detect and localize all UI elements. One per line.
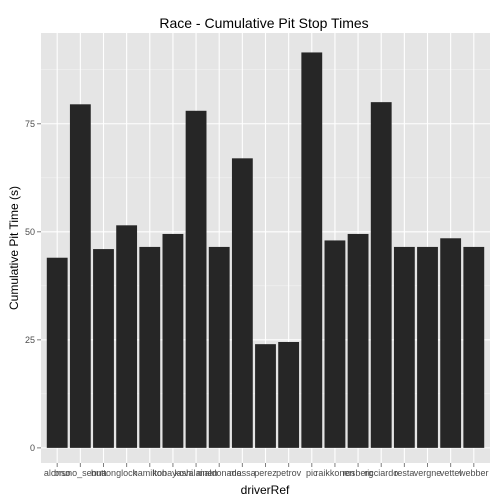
bar (116, 225, 138, 448)
x-tick-label: ricciardo (364, 468, 398, 478)
bar (208, 246, 230, 448)
x-tick-label: alonso (44, 468, 71, 478)
x-tick-label: perez (254, 468, 277, 478)
x-tick-label: button (91, 468, 116, 478)
bar (46, 257, 68, 448)
bar (185, 110, 207, 448)
bar (301, 52, 323, 448)
x-tick-label: bruno_senna (54, 468, 107, 478)
x-tick-label: kobayashi (153, 468, 194, 478)
bar (324, 240, 346, 448)
x-tick-label: glock (116, 468, 138, 478)
x-tick-label: webber (458, 468, 489, 478)
bar (347, 233, 369, 448)
y-axis: 0 25 50 75 (25, 119, 41, 453)
chart-title: Race - Cumulative Pit Stop Times (159, 15, 368, 31)
bar (417, 246, 438, 448)
x-tick-label: kovalainen (175, 468, 218, 478)
x-tick-label: hamilton (133, 468, 167, 478)
y-tick-label: 75 (25, 119, 35, 129)
y-tick-label: 25 (25, 335, 35, 345)
x-tick-label: resta (394, 468, 414, 478)
bar (440, 238, 462, 448)
bar (463, 246, 485, 448)
x-tick-label: raikkonen (315, 468, 354, 478)
x-tick-label: petrov (276, 468, 302, 478)
x-tick-label: maldonado (197, 468, 242, 478)
bar (69, 104, 91, 448)
bar (93, 249, 114, 448)
bar (370, 102, 392, 448)
y-tick-label: 0 (30, 443, 35, 453)
bar (139, 246, 161, 448)
x-tick-label: pic (306, 468, 318, 478)
bar (278, 341, 300, 448)
x-tick-label: rosberg (343, 468, 374, 478)
bar (393, 246, 415, 448)
x-tick-label: massa (229, 468, 256, 478)
x-tick-label: vettel (440, 468, 462, 478)
y-axis-title: Cumulative Pit Time (s) (7, 186, 21, 310)
x-tick-label: vergne (414, 468, 442, 478)
y-tick-label: 50 (25, 227, 35, 237)
bars (46, 52, 485, 448)
x-axis-title: driverRef (241, 483, 290, 497)
bar (255, 344, 276, 448)
bar (162, 233, 184, 448)
bar (231, 158, 253, 448)
